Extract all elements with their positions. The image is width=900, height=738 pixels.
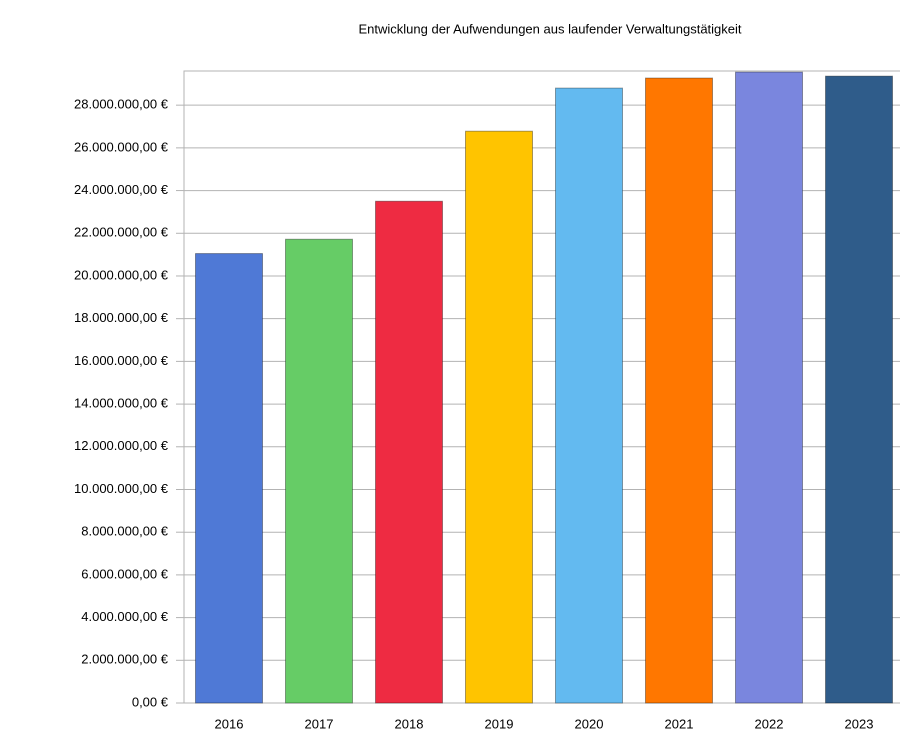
x-tick-label: 2018 xyxy=(395,716,424,731)
bar xyxy=(555,87,623,704)
y-tick-label: 4.000.000,00 € xyxy=(81,609,169,624)
x-tick-label: 2022 xyxy=(755,716,784,731)
y-tick-label: 20.000.000,00 € xyxy=(74,267,169,282)
x-tick-label: 2023 xyxy=(845,716,874,731)
bar xyxy=(465,130,533,704)
y-tick-label: 28.000.000,00 € xyxy=(74,97,169,112)
y-tick-label: 10.000.000,00 € xyxy=(74,481,169,496)
x-tick-label: 2020 xyxy=(575,716,604,731)
bar xyxy=(195,253,263,704)
x-tick-label: 2019 xyxy=(485,716,514,731)
bar xyxy=(375,200,443,704)
bar xyxy=(735,71,803,704)
bar xyxy=(285,238,353,704)
chart-title: Entwicklung der Aufwendungen aus laufend… xyxy=(358,21,741,36)
bar xyxy=(645,77,713,704)
y-tick-label: 26.000.000,00 € xyxy=(74,139,169,154)
y-tick-label: 6.000.000,00 € xyxy=(81,566,169,581)
x-tick-label: 2021 xyxy=(665,716,694,731)
y-tick-label: 12.000.000,00 € xyxy=(74,438,169,453)
y-tick-label: 18.000.000,00 € xyxy=(74,310,169,325)
y-tick-label: 24.000.000,00 € xyxy=(74,182,169,197)
y-tick-label: 0,00 € xyxy=(132,694,169,709)
y-tick-label: 8.000.000,00 € xyxy=(81,524,169,539)
y-tick-label: 2.000.000,00 € xyxy=(81,652,169,667)
x-tick-label: 2017 xyxy=(305,716,334,731)
y-tick-label: 14.000.000,00 € xyxy=(74,396,169,411)
bar xyxy=(825,75,893,704)
y-tick-label: 22.000.000,00 € xyxy=(74,225,169,240)
x-tick-label: 2016 xyxy=(215,716,244,731)
y-tick-label: 16.000.000,00 € xyxy=(74,353,169,368)
